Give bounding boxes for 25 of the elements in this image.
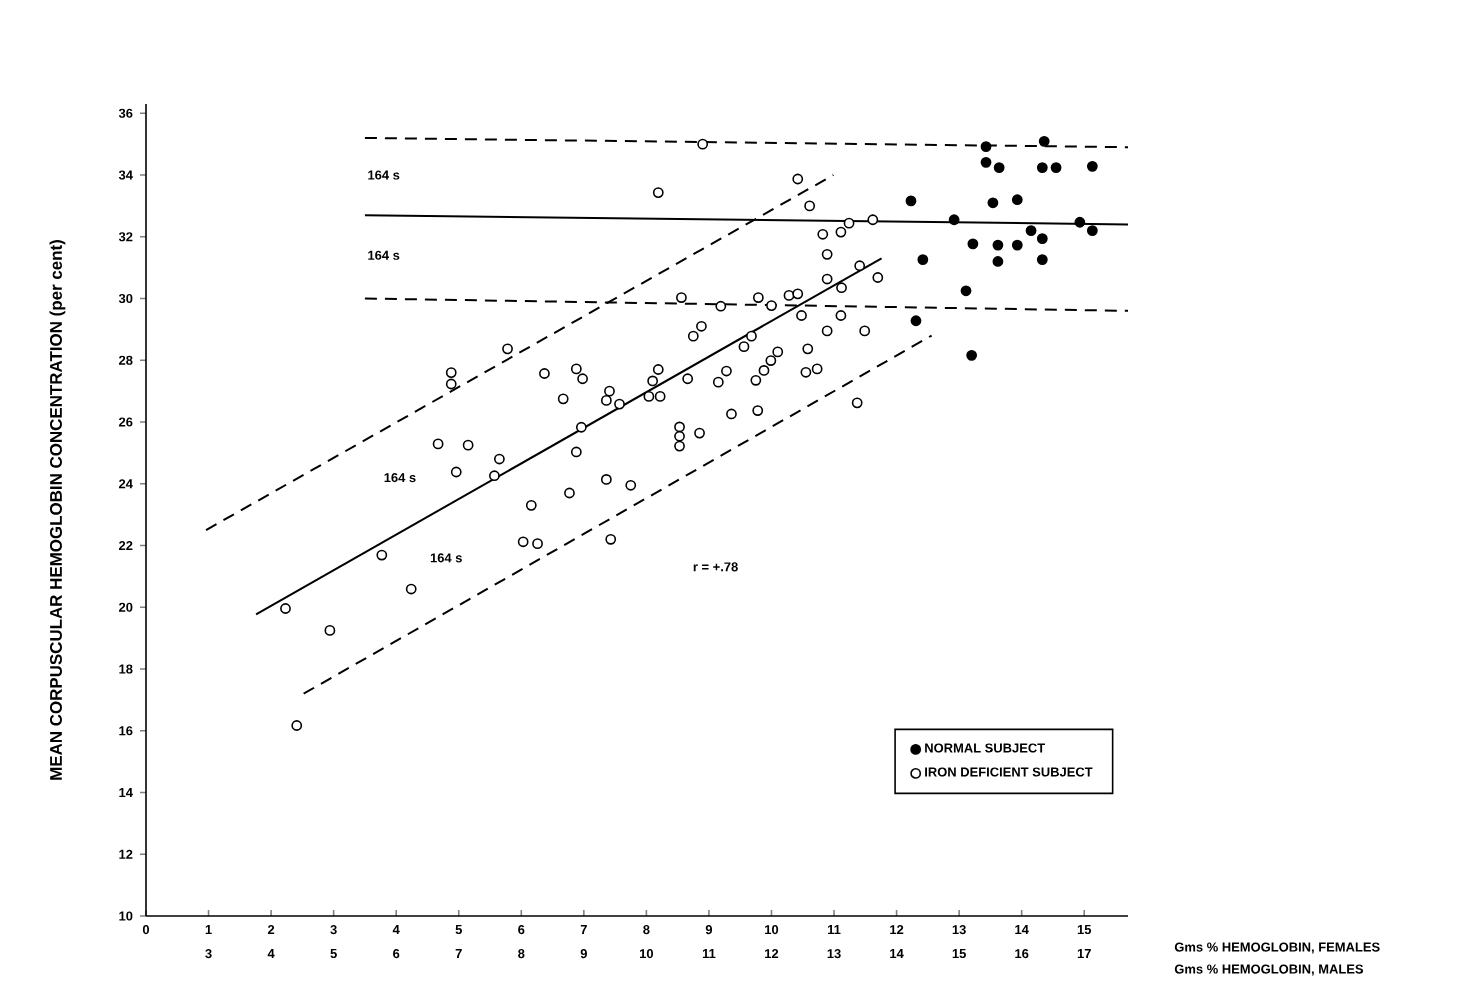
point — [980, 141, 992, 152]
point — [917, 254, 929, 265]
point — [1086, 225, 1098, 236]
point — [1050, 162, 1062, 173]
point — [1038, 135, 1050, 147]
point — [960, 285, 972, 297]
point — [948, 214, 960, 226]
point — [1036, 254, 1048, 265]
point — [993, 162, 1005, 173]
point — [905, 195, 917, 207]
point — [987, 197, 999, 209]
point — [992, 256, 1004, 267]
point — [1036, 233, 1048, 244]
point — [966, 349, 978, 361]
point — [910, 315, 922, 327]
y-axis-title: MEAN CORPUSCULAR HEMOGLOBIN CONCENTRATION (per cent) — [49, 240, 66, 780]
point — [1036, 162, 1048, 173]
point — [967, 238, 979, 250]
point — [1086, 160, 1098, 172]
point — [992, 239, 1004, 251]
point — [980, 156, 992, 168]
point — [1074, 216, 1086, 228]
point — [1011, 239, 1023, 251]
point — [1025, 225, 1037, 236]
point — [1011, 194, 1023, 206]
